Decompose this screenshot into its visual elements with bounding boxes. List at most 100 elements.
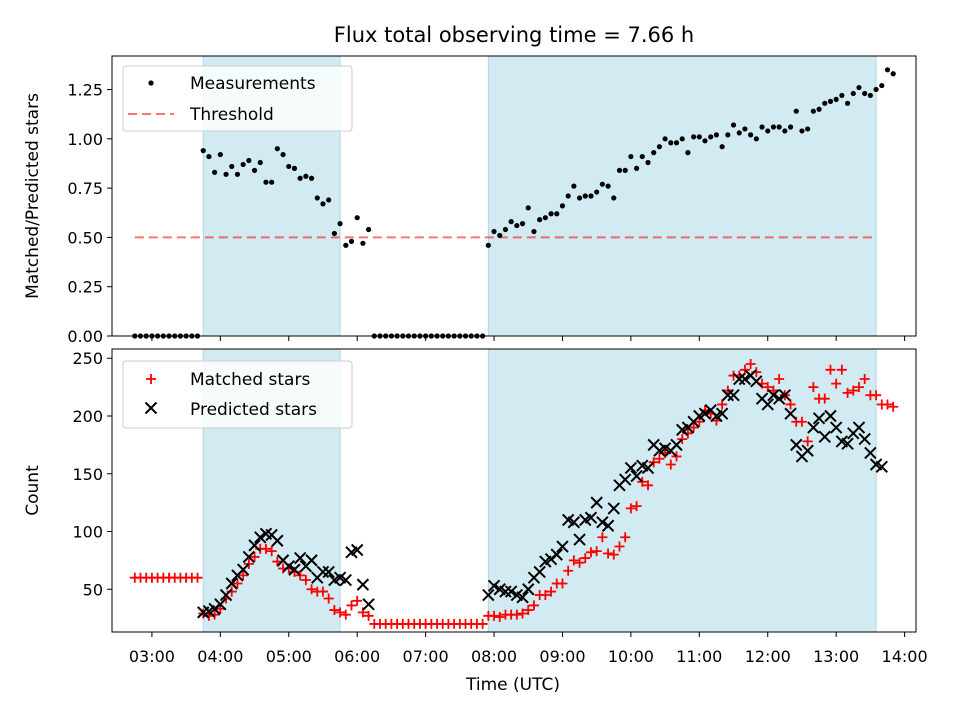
measurement-point <box>770 124 777 130</box>
matched-star-point <box>853 382 864 393</box>
matched-star-point <box>842 387 853 398</box>
measurement-point <box>867 92 873 99</box>
matched-star-point <box>329 605 340 616</box>
predicted-star-point <box>733 372 746 386</box>
measurement-point <box>348 238 355 244</box>
measurement-point <box>793 108 799 114</box>
matched-star-point <box>192 572 203 583</box>
matched-star-point <box>717 399 728 410</box>
predicted-star-point <box>282 559 295 573</box>
predicted-star-point <box>750 375 763 388</box>
matched-star-point <box>671 451 682 462</box>
predicted-star-point <box>236 563 250 576</box>
y-tick-label: 50 <box>83 580 103 599</box>
y-tick-label: 0.75 <box>67 179 103 198</box>
matched-star-point <box>688 422 699 433</box>
predicted-star-point <box>852 421 866 434</box>
measurement-point <box>502 226 509 233</box>
matched-star-point <box>836 364 847 375</box>
measurement-point <box>873 86 879 93</box>
measurement-point <box>890 71 896 77</box>
measurement-point <box>844 100 851 106</box>
matched-star-point <box>677 434 688 445</box>
matched-star-point <box>523 605 534 616</box>
measurement-point <box>651 150 657 156</box>
predicted-star-point <box>824 409 837 423</box>
matched-star-point <box>340 609 351 620</box>
matched-star-point <box>603 548 614 559</box>
predicted-star-point <box>715 407 729 420</box>
shaded-interval <box>488 349 877 632</box>
measurement-point <box>291 165 298 171</box>
predicted-star-point <box>607 502 620 515</box>
predicted-star-point <box>601 519 615 532</box>
x-tick-label: 13:00 <box>813 647 859 666</box>
x-tick-label: 11:00 <box>676 647 722 666</box>
matched-star-point <box>580 553 591 564</box>
measurement-point <box>514 222 520 229</box>
matched-star-point <box>648 457 659 468</box>
bottom-y-axis-label: Count <box>23 465 43 516</box>
predicted-star-point <box>778 388 792 402</box>
measurement-point <box>240 161 246 168</box>
measurement-point <box>696 134 702 140</box>
measurement-point <box>314 195 320 201</box>
matched-star-point <box>335 607 346 618</box>
measurement-point <box>554 211 560 217</box>
matched-star-point <box>494 611 505 622</box>
x-tick-label: 05:00 <box>266 647 312 666</box>
measurement-point <box>559 203 566 209</box>
matched-star-point <box>882 399 893 410</box>
matched-star-point <box>643 480 653 491</box>
matched-star-point <box>489 610 500 621</box>
measurement-point <box>668 140 674 146</box>
chart-title: Flux total observing time = 7.66 h <box>334 23 694 47</box>
measurement-point <box>571 183 577 189</box>
x-tick-label: 09:00 <box>539 647 585 666</box>
matched-star-point <box>859 374 870 385</box>
predicted-star-point <box>533 565 546 579</box>
predicted-star-point <box>767 388 780 402</box>
measurement-point <box>217 151 223 158</box>
measurement-point <box>212 169 218 175</box>
predicted-star-point <box>550 548 563 561</box>
measurement-point <box>360 240 366 246</box>
legend-label-matched: Matched stars <box>190 370 310 390</box>
measurement-point <box>263 179 269 185</box>
matched-star-point <box>574 557 585 568</box>
predicted-star-point <box>818 430 831 443</box>
x-tick-label: 06:00 <box>334 647 380 666</box>
x-tick-label: 08:00 <box>471 647 517 666</box>
matched-star-point <box>249 551 260 562</box>
matched-star-point <box>540 590 551 601</box>
measurement-point <box>565 193 571 199</box>
matched-star-point <box>517 608 528 619</box>
predicted-star-point <box>738 372 752 386</box>
predicted-star-point <box>214 598 227 611</box>
measurement-point <box>884 67 891 73</box>
bottom-y-ticks: 50 100 150 200 250 <box>72 349 112 599</box>
measurement-point <box>246 157 252 164</box>
matched-star-point <box>608 549 619 560</box>
matched-star-point <box>266 546 277 557</box>
predicted-star-point <box>829 421 843 434</box>
measurement-point <box>748 132 754 138</box>
predicted-star-point <box>812 412 826 425</box>
predicted-star-point <box>293 551 307 565</box>
measurement-point <box>497 232 503 239</box>
measurement-point <box>508 219 514 225</box>
bottom-axes-frame <box>111 348 917 633</box>
predicted-star-point <box>784 407 797 420</box>
measurement-point <box>531 228 537 235</box>
measurement-point <box>274 146 280 152</box>
predicted-star-point <box>727 388 740 402</box>
legend-matched-marker <box>146 374 156 384</box>
predicted-star-point <box>698 407 712 420</box>
y-tick-label: 0.25 <box>67 278 103 297</box>
measurement-point <box>730 122 737 128</box>
measurement-point <box>805 126 811 132</box>
matched-star-point <box>825 364 836 375</box>
predicted-star-point <box>858 432 871 446</box>
measurement-point <box>594 189 600 195</box>
matched-star-point <box>528 600 539 611</box>
